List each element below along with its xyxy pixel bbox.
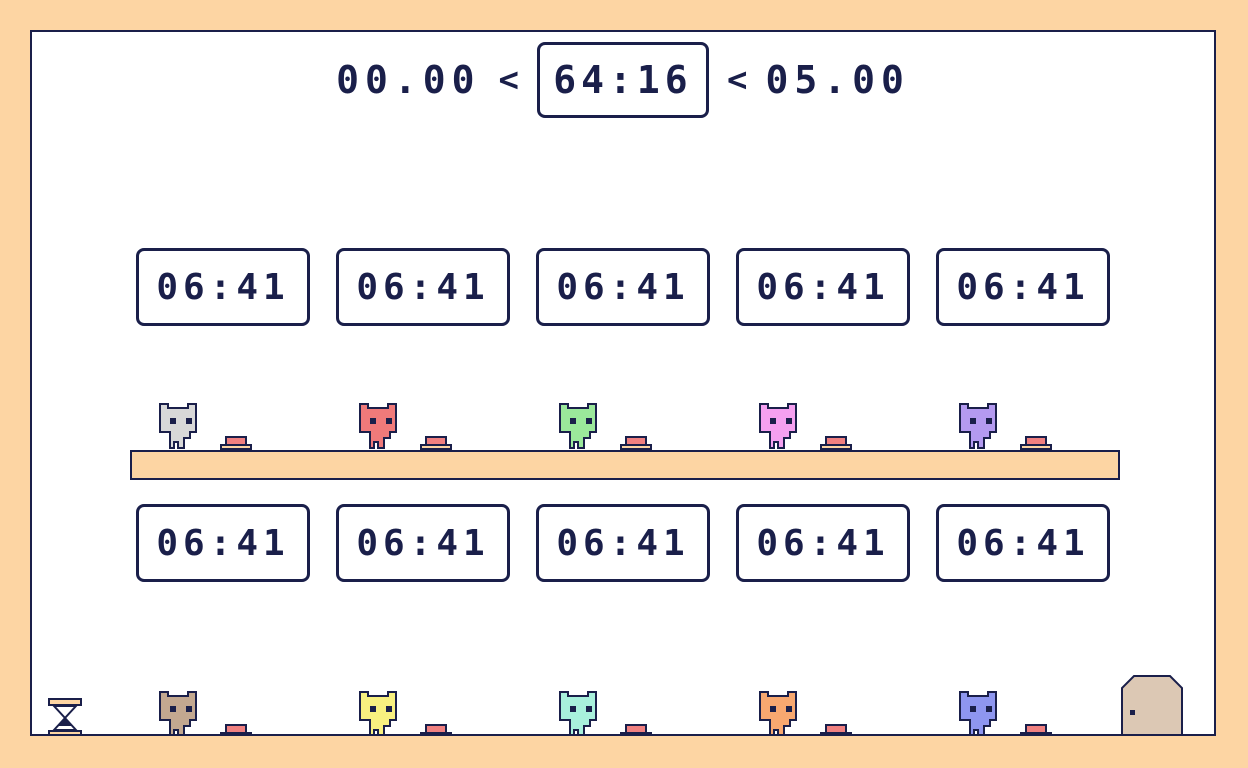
cat-icon [759, 403, 797, 449]
cat-icon [159, 691, 197, 734]
cat-icon [959, 691, 997, 734]
timer-bottom-4: 06:41 [736, 504, 910, 582]
timer-value: 06:41 [356, 522, 490, 564]
game-stage: 00.00 < 64:16 < 05.00 06:41 06:41 06:41 … [30, 30, 1216, 736]
cat-icon [559, 691, 597, 734]
timer-bottom-3: 06:41 [536, 504, 710, 582]
cat-icon [359, 403, 397, 449]
timer-bottom-1: 06:41 [136, 504, 310, 582]
timer-top-4: 06:41 [736, 248, 910, 326]
timer-bottom-5: 06:41 [936, 504, 1110, 582]
hourglass-icon[interactable] [48, 698, 82, 736]
timer-value: 06:41 [756, 266, 890, 308]
pressure-button-icon[interactable] [620, 724, 652, 736]
pressure-button-icon[interactable] [420, 724, 452, 736]
door-icon[interactable] [1120, 674, 1184, 736]
pressure-button-icon[interactable] [220, 436, 252, 450]
timer-value: 06:41 [956, 266, 1090, 308]
timer-value: 06:41 [956, 522, 1090, 564]
cat-icon [159, 403, 197, 449]
timer-header: 00.00 < 64:16 < 05.00 [32, 42, 1214, 118]
range-end: 05.00 [765, 58, 910, 102]
range-start: 00.00 [336, 58, 481, 102]
cat-icon [959, 403, 997, 449]
pressure-button-icon[interactable] [820, 436, 852, 450]
timer-top-5: 06:41 [936, 248, 1110, 326]
timer-top-2: 06:41 [336, 248, 510, 326]
cat-icon [759, 691, 797, 734]
pressure-button-icon[interactable] [620, 436, 652, 450]
timer-value: 06:41 [756, 522, 890, 564]
cat-icon [359, 691, 397, 734]
timer-top-3: 06:41 [536, 248, 710, 326]
cat-icon [559, 403, 597, 449]
timer-value: 06:41 [556, 522, 690, 564]
platform [130, 450, 1120, 480]
pressure-button-icon[interactable] [820, 724, 852, 736]
timer-value: 06:41 [556, 266, 690, 308]
less-than-right: < [727, 60, 748, 100]
pressure-button-icon[interactable] [420, 436, 452, 450]
current-timer: 64:16 [537, 42, 709, 118]
timer-value: 06:41 [156, 266, 290, 308]
less-than-left: < [498, 60, 519, 100]
timer-value: 06:41 [156, 522, 290, 564]
timer-value: 06:41 [356, 266, 490, 308]
current-timer-value: 64:16 [553, 58, 693, 102]
pressure-button-icon[interactable] [1020, 724, 1052, 736]
timer-top-1: 06:41 [136, 248, 310, 326]
pressure-button-icon[interactable] [220, 724, 252, 736]
pressure-button-icon[interactable] [1020, 436, 1052, 450]
timer-bottom-2: 06:41 [336, 504, 510, 582]
